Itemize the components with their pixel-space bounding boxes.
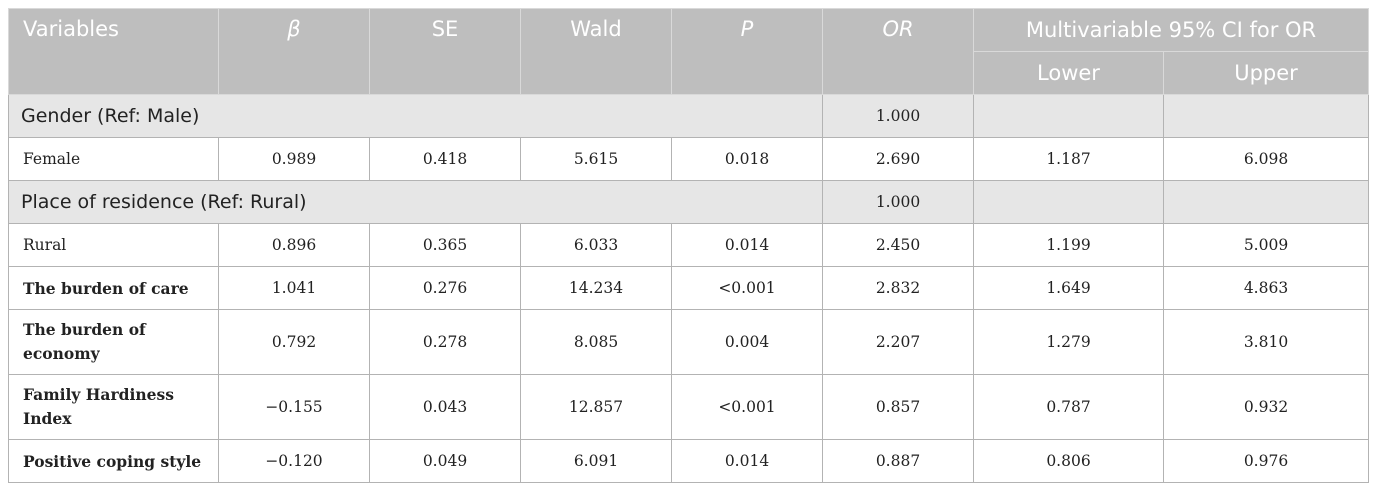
- header-or: OR: [822, 8, 974, 95]
- table-row: Rural 0.896 0.365 6.033 0.014 2.450 1.19…: [8, 223, 1369, 267]
- cell-lower: 1.649: [973, 266, 1164, 310]
- header-upper: Upper: [1163, 51, 1369, 95]
- header-p: P: [671, 8, 823, 95]
- header-se: SE: [369, 8, 521, 95]
- header-ci: Multivariable 95% CI for OR: [973, 8, 1369, 52]
- cell-or: 2.832: [822, 266, 974, 310]
- cell-upper: 3.810: [1163, 309, 1369, 375]
- cell-wald: 5.615: [520, 137, 672, 181]
- cell-beta: −0.120: [218, 439, 370, 483]
- group-label: Gender (Ref: Male): [8, 94, 823, 138]
- table-body: Gender (Ref: Male) 1.000 Female 0.989 0.…: [8, 94, 1369, 483]
- table-row: Female 0.989 0.418 5.615 0.018 2.690 1.1…: [8, 137, 1369, 181]
- cell-se: 0.278: [369, 309, 521, 375]
- cell-wald: 8.085: [520, 309, 672, 375]
- cell-upper: 4.863: [1163, 266, 1369, 310]
- cell-se: 0.276: [369, 266, 521, 310]
- cell-lower: 1.279: [973, 309, 1164, 375]
- cell-or: 0.887: [822, 439, 974, 483]
- cell-beta: 0.989: [218, 137, 370, 181]
- group-row: Gender (Ref: Male) 1.000: [8, 94, 1369, 138]
- row-label: Positive coping style: [8, 439, 219, 483]
- cell-or: 2.690: [822, 137, 974, 181]
- cell-lower: 0.787: [973, 374, 1164, 440]
- cell-se: 0.418: [369, 137, 521, 181]
- cell-lower: 0.806: [973, 439, 1164, 483]
- cell-or: 1.000: [822, 94, 974, 138]
- cell-p: 0.004: [671, 309, 823, 375]
- cell-or: 0.857: [822, 374, 974, 440]
- cell-lower: 1.199: [973, 223, 1164, 267]
- cell-lower: [973, 180, 1164, 224]
- cell-p: <0.001: [671, 374, 823, 440]
- cell-se: 0.043: [369, 374, 521, 440]
- table-header: Variables β SE Wald P OR Multivariable 9…: [8, 8, 1369, 95]
- header-wald: Wald: [520, 8, 672, 95]
- cell-wald: 14.234: [520, 266, 672, 310]
- cell-beta: 1.041: [218, 266, 370, 310]
- header-variables: Variables: [8, 8, 219, 95]
- cell-upper: 5.009: [1163, 223, 1369, 267]
- cell-upper: 0.976: [1163, 439, 1369, 483]
- cell-lower: 1.187: [973, 137, 1164, 181]
- group-label: Place of residence (Ref: Rural): [8, 180, 823, 224]
- cell-wald: 12.857: [520, 374, 672, 440]
- row-label: Rural: [8, 223, 219, 267]
- regression-table: Variables β SE Wald P OR Multivariable 9…: [8, 8, 1369, 483]
- cell-beta: −0.155: [218, 374, 370, 440]
- cell-p: <0.001: [671, 266, 823, 310]
- cell-wald: 6.033: [520, 223, 672, 267]
- header-beta: β: [218, 8, 370, 95]
- cell-lower: [973, 94, 1164, 138]
- cell-upper: [1163, 94, 1369, 138]
- cell-upper: 6.098: [1163, 137, 1369, 181]
- table-row: Family Hardiness Index −0.155 0.043 12.8…: [8, 374, 1369, 440]
- cell-upper: 0.932: [1163, 374, 1369, 440]
- cell-or: 1.000: [822, 180, 974, 224]
- cell-se: 0.049: [369, 439, 521, 483]
- table-row: The burden of care 1.041 0.276 14.234 <0…: [8, 266, 1369, 310]
- cell-se: 0.365: [369, 223, 521, 267]
- cell-beta: 0.896: [218, 223, 370, 267]
- cell-or: 2.207: [822, 309, 974, 375]
- row-label: Family Hardiness Index: [8, 374, 219, 440]
- row-label: Female: [8, 137, 219, 181]
- cell-upper: [1163, 180, 1369, 224]
- cell-p: 0.014: [671, 223, 823, 267]
- header-lower: Lower: [973, 51, 1164, 95]
- row-label: The burden of economy: [8, 309, 219, 375]
- cell-p: 0.018: [671, 137, 823, 181]
- cell-beta: 0.792: [218, 309, 370, 375]
- group-row: Place of residence (Ref: Rural) 1.000: [8, 180, 1369, 224]
- cell-p: 0.014: [671, 439, 823, 483]
- table-row: Positive coping style −0.120 0.049 6.091…: [8, 439, 1369, 483]
- cell-or: 2.450: [822, 223, 974, 267]
- cell-wald: 6.091: [520, 439, 672, 483]
- table-row: The burden of economy 0.792 0.278 8.085 …: [8, 309, 1369, 375]
- row-label: The burden of care: [8, 266, 219, 310]
